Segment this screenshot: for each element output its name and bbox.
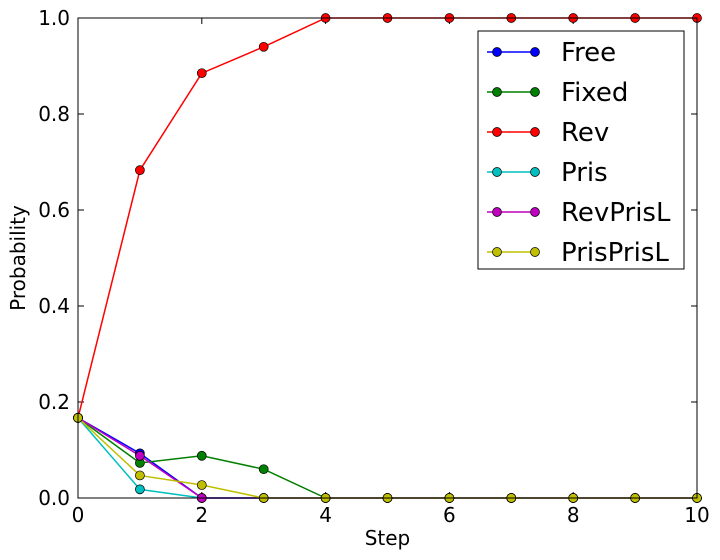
plot-frame bbox=[77, 17, 698, 499]
x-tick-label: 6 bbox=[443, 503, 456, 527]
legend-label: PrisPrisL bbox=[561, 238, 669, 268]
x-tick-label: 8 bbox=[567, 503, 580, 527]
axis-ticks: 0 2 4 6 8 10 0.0 0.2 0.4 0.6 0.8 1.0 bbox=[38, 6, 710, 527]
y-tick-label: 0.8 bbox=[38, 102, 70, 126]
legend-marker bbox=[530, 207, 540, 217]
legend-label: Free bbox=[561, 38, 616, 68]
y-tick-label: 0.0 bbox=[38, 486, 70, 510]
x-axis-label: Step bbox=[365, 526, 411, 550]
y-tick-label: 0.6 bbox=[38, 198, 70, 222]
legend-marker bbox=[492, 167, 502, 177]
legend-marker bbox=[530, 87, 540, 97]
data-point bbox=[258, 464, 269, 475]
x-tick-label: 10 bbox=[684, 503, 709, 527]
y-axis-label: Probability bbox=[6, 205, 30, 311]
legend-marker bbox=[530, 247, 540, 257]
x-tick-label: 2 bbox=[195, 503, 208, 527]
data-point bbox=[196, 480, 207, 490]
y-tick-label: 0.2 bbox=[38, 390, 70, 414]
data-point bbox=[258, 41, 269, 52]
legend-label: Fixed bbox=[561, 78, 628, 108]
data-point bbox=[135, 165, 145, 176]
data-point bbox=[135, 484, 145, 495]
legend-frame bbox=[477, 30, 685, 270]
y-tick-label: 0.4 bbox=[38, 294, 70, 318]
legend-marker bbox=[492, 207, 502, 217]
legend-label: Pris bbox=[561, 158, 608, 188]
data-point bbox=[135, 450, 145, 461]
data-point bbox=[135, 470, 145, 481]
legend-marker bbox=[530, 167, 540, 177]
legend-marker bbox=[492, 87, 502, 97]
legend-label: RevPrisL bbox=[561, 198, 671, 228]
data-point bbox=[196, 450, 207, 461]
x-tick-label: 0 bbox=[72, 503, 85, 527]
legend: Free Fixed Rev Pris RevPrisL PrisPrisL bbox=[477, 30, 685, 270]
legend-marker bbox=[492, 47, 502, 57]
legend-marker bbox=[530, 47, 540, 57]
legend-marker bbox=[492, 247, 502, 257]
x-tick-label: 4 bbox=[319, 503, 332, 527]
legend-marker bbox=[530, 127, 540, 137]
data-point bbox=[196, 68, 207, 79]
legend-marker bbox=[492, 127, 502, 137]
legend-label: Rev bbox=[561, 118, 609, 148]
y-tick-label: 1.0 bbox=[38, 6, 70, 30]
